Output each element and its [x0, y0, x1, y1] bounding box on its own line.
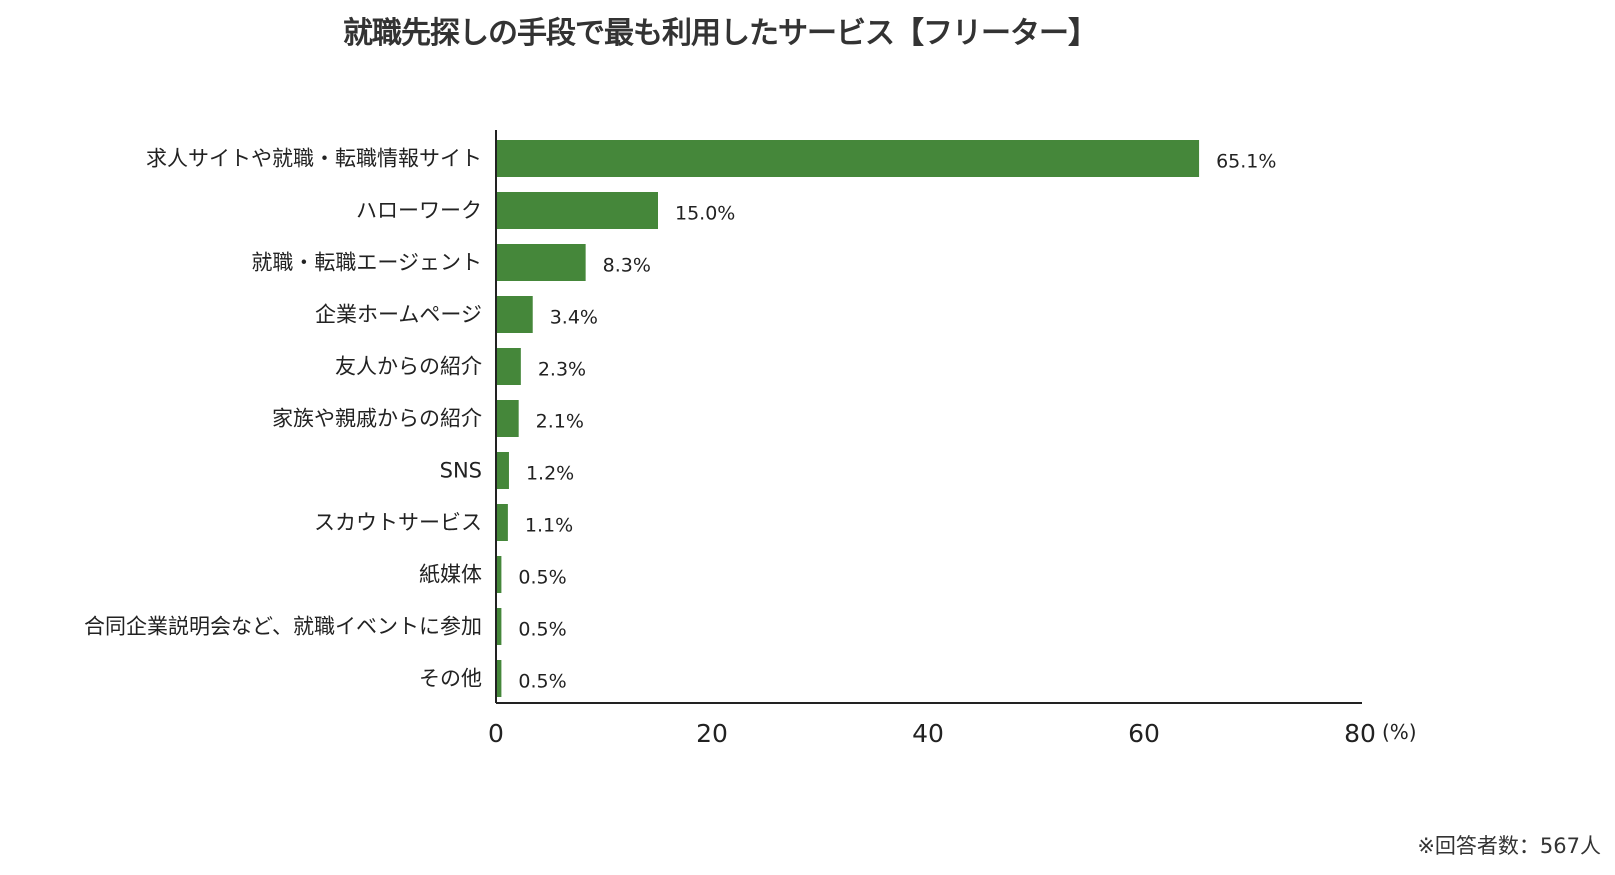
x-tick-label: 20: [696, 719, 728, 748]
category-label: 合同企業説明会など、就職イベントに参加: [84, 615, 482, 639]
bar: [496, 348, 521, 385]
value-label: 1.1%: [525, 515, 573, 537]
value-label: 15.0%: [675, 203, 735, 225]
x-axis-unit: (%): [1382, 720, 1417, 744]
category-label: ハローワーク: [356, 199, 482, 223]
respondent-note: ※回答者数：567人: [1417, 834, 1601, 858]
bar: [496, 244, 586, 281]
value-label: 0.5%: [518, 567, 566, 589]
value-label: 2.3%: [538, 359, 586, 381]
x-tick-label: 40: [912, 719, 944, 748]
value-label: 0.5%: [518, 619, 566, 641]
bar: [496, 660, 502, 697]
chart-title: 就職先探しの手段で最も利用したサービス【フリーター】: [343, 16, 1098, 51]
x-tick-label: 80: [1344, 719, 1376, 748]
bar: [496, 140, 1200, 177]
category-label: 家族や親戚からの紹介: [272, 407, 482, 431]
category-label: 企業ホームページ: [315, 303, 482, 327]
value-label: 1.2%: [526, 463, 574, 485]
value-label: 8.3%: [603, 255, 651, 277]
category-label: SNS: [440, 459, 482, 483]
category-label: 求人サイトや就職・転職情報サイト: [146, 147, 482, 171]
value-label: 0.5%: [518, 671, 566, 693]
bar: [496, 192, 658, 229]
bar: [496, 556, 502, 593]
bar: [496, 400, 519, 437]
value-label: 65.1%: [1216, 151, 1276, 173]
bar: [496, 452, 509, 489]
value-label: 3.4%: [550, 307, 598, 329]
category-label: スカウトサービス: [314, 511, 482, 535]
value-label: 2.1%: [536, 411, 584, 433]
x-tick-label: 60: [1128, 719, 1160, 748]
category-label: 紙媒体: [419, 563, 482, 587]
x-tick-label: 0: [488, 719, 504, 748]
category-label: その他: [419, 667, 482, 691]
category-label: 就職・転職エージェント: [251, 251, 482, 275]
bar: [496, 608, 502, 645]
bar: [496, 296, 533, 333]
bar: [496, 504, 508, 541]
category-label: 友人からの紹介: [335, 355, 482, 379]
